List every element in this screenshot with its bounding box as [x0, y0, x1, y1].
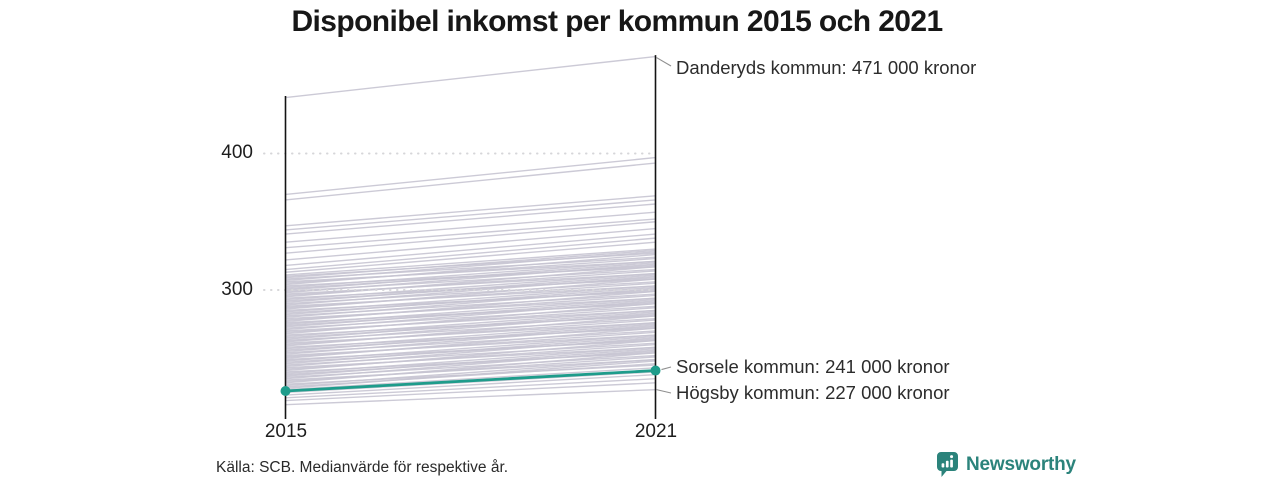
highlight-dot-2021 — [650, 365, 661, 376]
slope-line — [285, 302, 656, 335]
slope-line — [285, 347, 656, 377]
slope-line — [285, 290, 656, 323]
slope-line — [285, 55, 656, 99]
slope-line — [285, 203, 656, 235]
slope-line — [285, 352, 656, 384]
highlight-dot-2015 — [280, 386, 291, 397]
slope-line — [285, 195, 656, 227]
slope-line — [285, 237, 656, 271]
slope-line — [285, 287, 656, 318]
slope-line — [285, 218, 656, 249]
annotation-hogsby: Högsby kommun: 227 000 kronor — [676, 382, 950, 403]
slope-line — [285, 227, 656, 261]
slope-line — [285, 373, 656, 396]
slope-line — [285, 378, 656, 399]
slope-line — [285, 349, 656, 380]
x-axis-label-2021: 2021 — [634, 421, 678, 442]
connector-sorsele — [661, 366, 672, 371]
slope-line — [285, 334, 656, 362]
slope-line — [285, 335, 656, 365]
slope-line — [285, 322, 656, 350]
slope-line — [285, 241, 656, 273]
slope-line — [285, 253, 656, 286]
brand-wordmark: Newsworthy — [966, 453, 1076, 475]
slope-line — [285, 275, 656, 306]
slope-line — [285, 297, 656, 325]
brand-block: Newsworthy — [936, 451, 1076, 478]
slope-line — [285, 388, 656, 406]
slope-line — [285, 300, 656, 331]
slope-line — [285, 315, 656, 347]
slope-line — [285, 327, 656, 359]
slope-line — [285, 323, 656, 353]
slope-line — [285, 260, 656, 288]
y-axis-tick-400: 400 — [221, 142, 253, 163]
slope-line — [285, 286, 656, 316]
slope-line — [285, 298, 656, 328]
annotation-danderyd: Danderyds kommun: 471 000 kronor — [676, 57, 977, 78]
slope-line — [285, 312, 656, 343]
annotation-sorsele: Sorsele kommun: 241 000 kronor — [676, 356, 950, 377]
slope-line — [285, 263, 656, 294]
slope-line — [285, 309, 656, 338]
slope-line — [285, 367, 656, 391]
newsworthy-bar-chart-bubble-icon — [937, 452, 958, 477]
connector-danderyd — [656, 57, 672, 67]
highlight-slope-line — [285, 369, 656, 393]
slope-line — [285, 360, 656, 389]
y-axis-tick-300: 300 — [221, 279, 253, 300]
slope-line — [285, 272, 656, 301]
slope-line — [285, 248, 656, 276]
slope-line — [285, 339, 656, 372]
slope-line — [285, 249, 656, 279]
slope-line — [285, 156, 656, 196]
slope-line — [285, 324, 656, 355]
slope-line — [285, 382, 656, 402]
x-axis-label-2015: 2015 — [264, 421, 308, 442]
slope-line — [285, 233, 656, 267]
slope-line — [285, 278, 656, 310]
slope-line — [285, 211, 656, 243]
slope-line — [285, 221, 656, 254]
chart-title: Disponibel inkomst per kommun 2015 och 2… — [291, 5, 943, 38]
slope-line — [285, 337, 656, 368]
slope-line — [285, 274, 656, 303]
slope-line — [285, 199, 656, 231]
slope-line — [285, 162, 656, 201]
source-note: Källa: SCB. Medianvärde för respektive å… — [216, 459, 509, 476]
slope-line — [285, 358, 656, 387]
slope-line — [285, 266, 656, 298]
slope-line — [285, 346, 656, 374]
slope-line — [285, 311, 656, 340]
connector-hogsby — [656, 389, 672, 394]
slope-line — [285, 251, 656, 282]
slope-line — [285, 262, 656, 291]
